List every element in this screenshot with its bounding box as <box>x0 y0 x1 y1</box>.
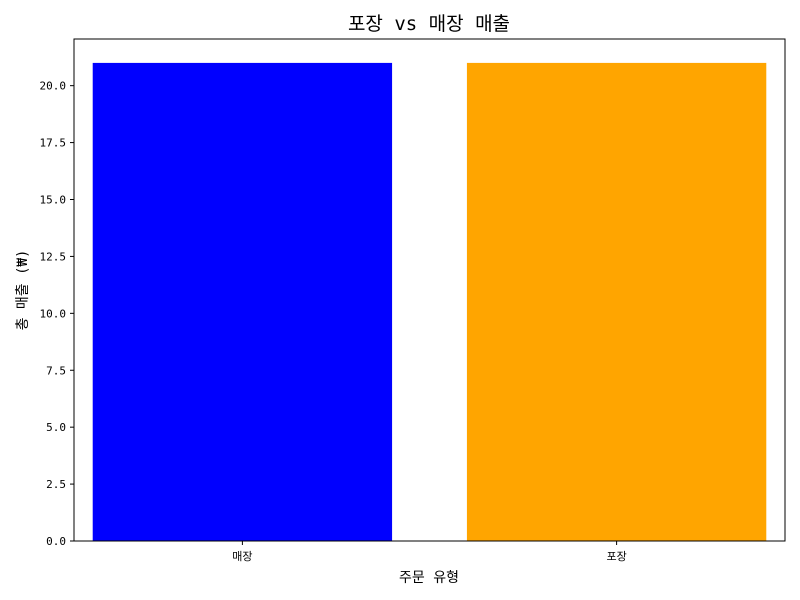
plot-area: 매장 포장 0.0 2.5 5.0 7.5 10.0 12.5 15.0 17.5 20.0 <box>40 38 786 563</box>
y-axis-label: 총 매출 (₩) <box>15 250 31 331</box>
chart-title: 포장 vs 매장 매출 <box>348 13 510 35</box>
y-tick-label: 17.5 <box>40 137 67 150</box>
y-tick-label: 12.5 <box>40 250 67 263</box>
bar <box>466 62 767 542</box>
y-tick-label: 7.5 <box>46 364 66 377</box>
x-tick-label: 매장 <box>232 550 252 563</box>
x-tick-label: 포장 <box>606 550 626 563</box>
axes-frame <box>73 38 786 542</box>
bar <box>92 62 393 542</box>
y-tick-label: 0.0 <box>46 535 66 548</box>
y-tick-label: 10.0 <box>40 307 67 320</box>
y-tick-label: 15.0 <box>40 194 67 207</box>
x-axis-label: 주문 유형 <box>399 570 459 586</box>
y-tick-label: 5.0 <box>46 421 66 434</box>
y-tick-label: 20.0 <box>40 80 67 93</box>
y-tick-label: 2.5 <box>46 478 66 491</box>
